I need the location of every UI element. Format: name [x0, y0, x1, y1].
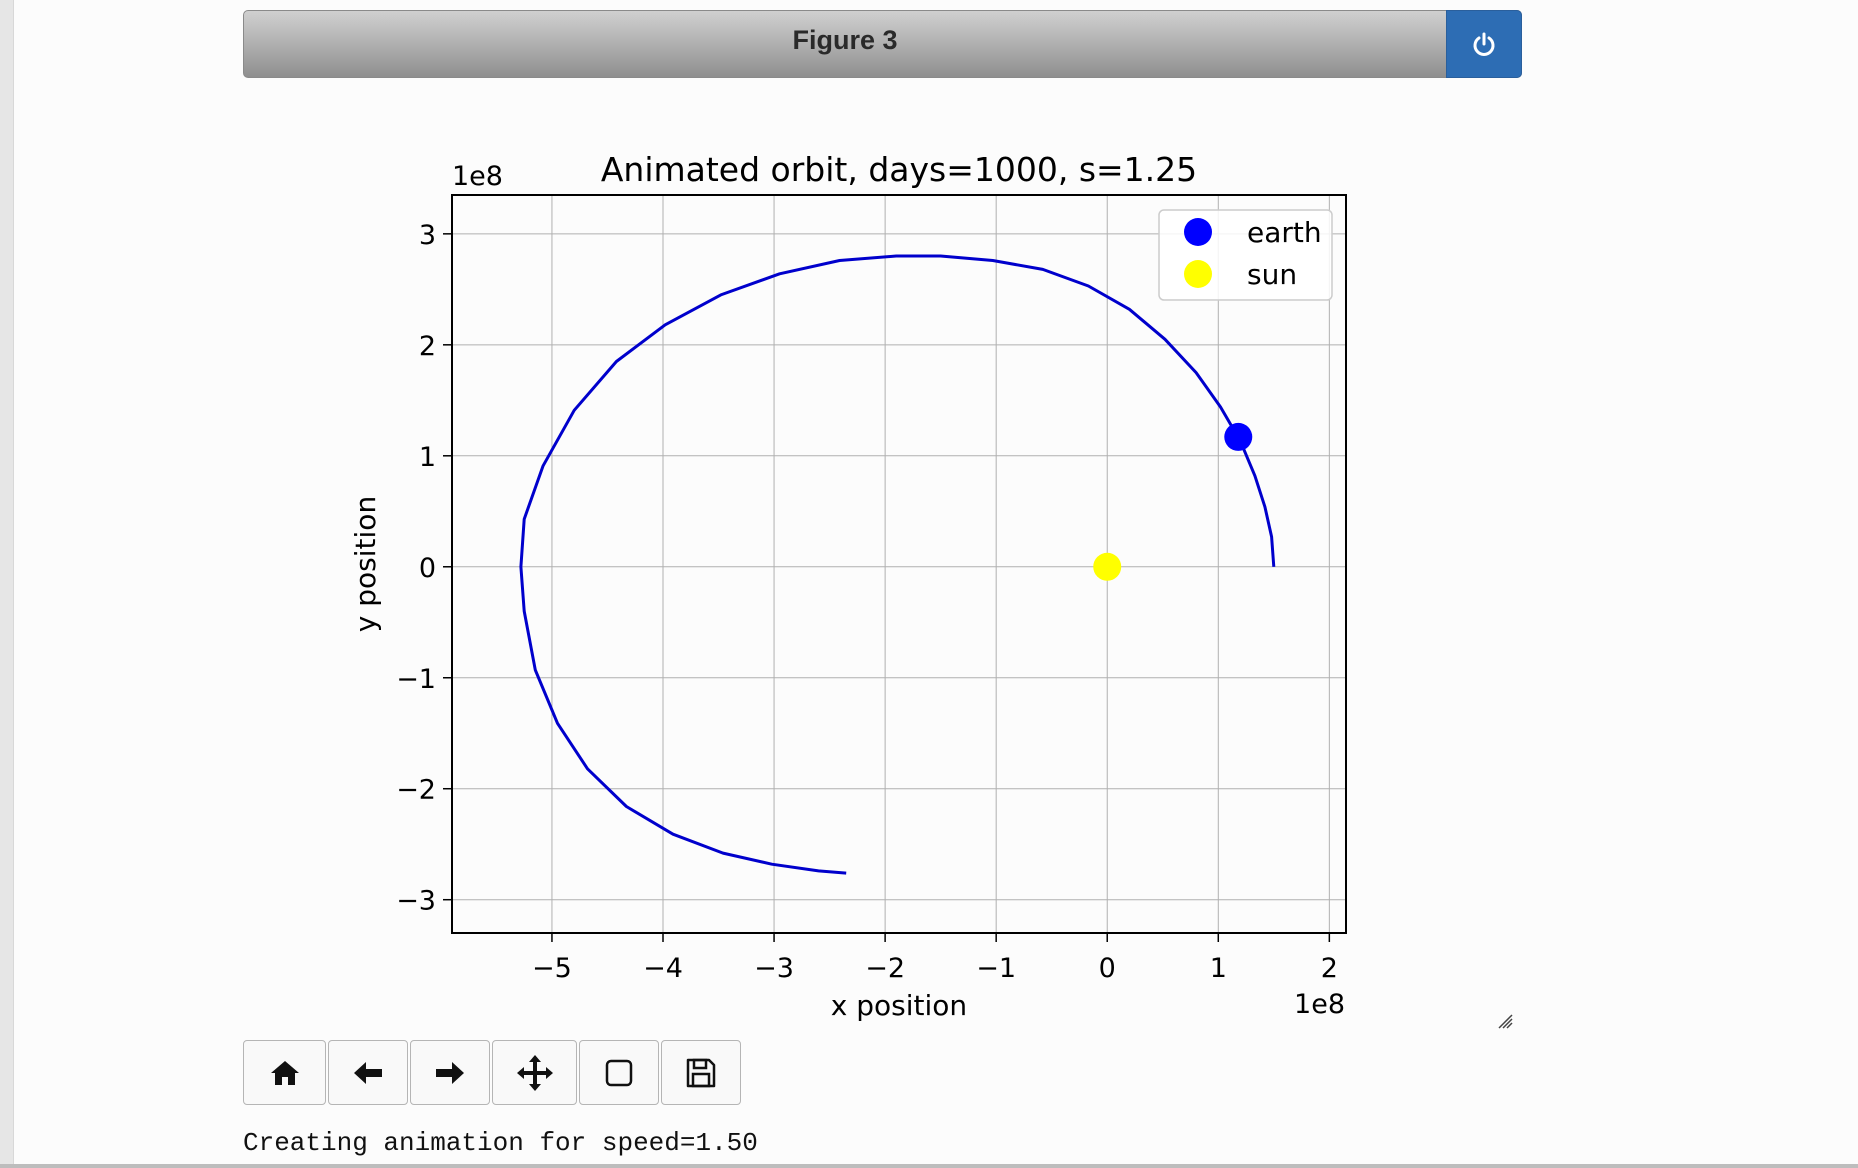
- sun-marker: [1093, 552, 1122, 581]
- y-axis-label: y position: [349, 496, 382, 632]
- sun-legend-marker: [1184, 260, 1212, 288]
- x-tick-label: −5: [532, 953, 572, 984]
- move-icon: [516, 1054, 553, 1091]
- x-tick-label: −2: [865, 953, 905, 984]
- y-tick-label: −1: [396, 664, 436, 695]
- x-axis-label: x position: [831, 989, 967, 1022]
- forward-button[interactable]: [410, 1040, 490, 1105]
- close-figure-button[interactable]: [1446, 10, 1522, 78]
- x-tick-label: −1: [976, 953, 1016, 984]
- arrow-left-icon: [354, 1061, 382, 1084]
- ticks: −5 −4 −3 −2 −1 0 1 2 −3 −2 −1 0 1 2 3: [396, 220, 1338, 984]
- window-left-border: [0, 0, 14, 1168]
- x-tick-label: −4: [643, 953, 683, 984]
- earth-legend-marker: [1184, 218, 1212, 246]
- resize-handle-icon[interactable]: [1496, 1012, 1514, 1030]
- square-icon: [605, 1059, 633, 1086]
- grid: [452, 195, 1346, 933]
- axes-frame: [451, 194, 1347, 934]
- legend-label: earth: [1247, 216, 1322, 249]
- figure-titlebar: Figure 3: [243, 10, 1522, 78]
- x-axis-offset-text: 1e8: [1294, 989, 1345, 1020]
- y-axis-offset-text: 1e8: [452, 161, 503, 192]
- x-tick-label: 1: [1210, 953, 1227, 984]
- back-button[interactable]: [328, 1040, 408, 1105]
- plot-series: [519, 254, 1276, 875]
- zoom-button[interactable]: [579, 1040, 659, 1105]
- figure-title: Figure 3: [792, 25, 898, 55]
- x-tick-label: 2: [1321, 953, 1338, 984]
- floppy-disk-icon: [686, 1058, 716, 1087]
- save-button[interactable]: [661, 1040, 741, 1105]
- arrow-right-icon: [436, 1061, 464, 1084]
- output-divider: [0, 1164, 1858, 1168]
- home-icon: [270, 1060, 299, 1085]
- x-tick-label: −3: [754, 953, 794, 984]
- y-tick-label: 1: [419, 442, 436, 473]
- pan-button[interactable]: [492, 1040, 577, 1105]
- home-button[interactable]: [243, 1040, 326, 1105]
- earth-marker: [1224, 422, 1253, 451]
- orbit-chart: −5 −4 −3 −2 −1 0 1 2 −3 −2 −1 0 1 2 3 Animated orbit, …: [349, 150, 1347, 1022]
- y-tick-label: −3: [396, 886, 436, 917]
- y-tick-label: 3: [419, 220, 436, 251]
- legend: earth sun: [1158, 209, 1333, 301]
- legend-label: sun: [1247, 258, 1297, 291]
- orbit-path: [519, 254, 1276, 875]
- x-tick-label: 0: [1099, 953, 1116, 984]
- y-tick-label: 2: [419, 331, 436, 362]
- y-tick-label: 0: [419, 553, 436, 584]
- chart-title: Animated orbit, days=1000, s=1.25: [601, 150, 1197, 189]
- y-tick-label: −2: [396, 775, 436, 806]
- power-icon: [1473, 32, 1495, 56]
- output-status-text: Creating animation for speed=1.50: [243, 1128, 758, 1158]
